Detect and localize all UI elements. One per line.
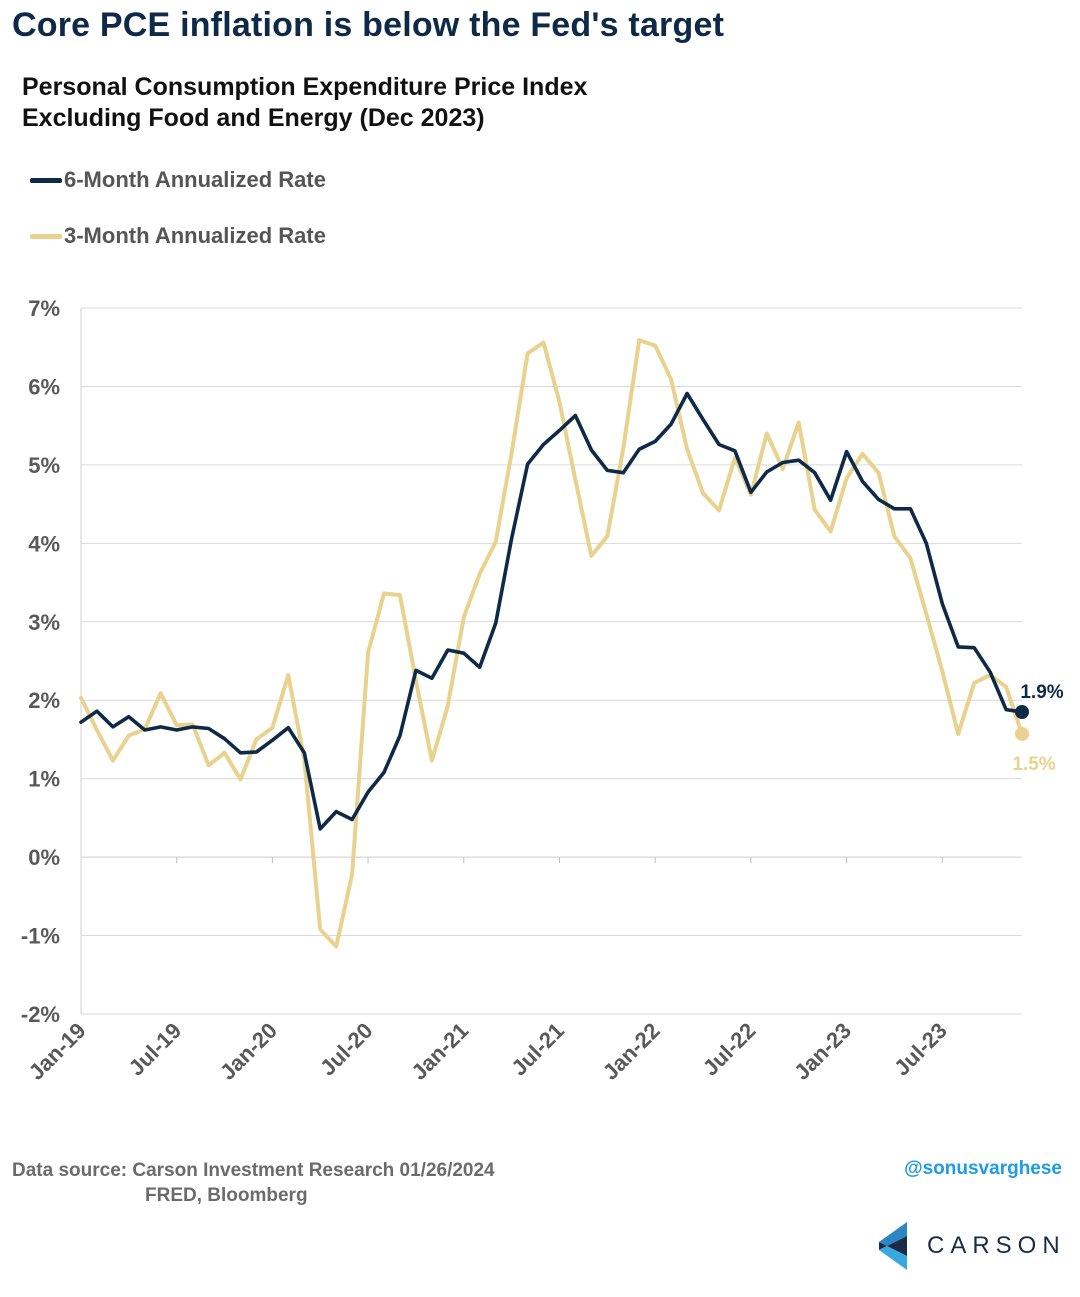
legend-item-three-month: 3-Month Annualized Rate xyxy=(30,219,326,253)
y-tick-label: 1% xyxy=(28,767,60,792)
y-tick-label: 6% xyxy=(28,374,60,399)
y-tick-label: -2% xyxy=(21,1002,60,1027)
y-tick-label: 5% xyxy=(28,453,60,478)
x-tick-label: Jul-22 xyxy=(698,1018,761,1081)
subtitle-line-2: Excluding Food and Energy (Dec 2023) xyxy=(22,104,485,132)
y-tick-label: 4% xyxy=(28,531,60,556)
data-source-line-2: FRED, Bloomberg xyxy=(145,1185,308,1206)
data-source: Data source: Carson Investment Research … xyxy=(12,1158,495,1208)
x-tick-label: Jan-22 xyxy=(598,1018,665,1085)
x-tick-label: Jul-19 xyxy=(124,1018,187,1081)
three-month-end-label: 1.5% xyxy=(1012,754,1055,775)
legend-swatch-six-month xyxy=(30,177,62,183)
legend-swatch-three-month xyxy=(30,233,62,239)
x-tick-label: Jan-20 xyxy=(215,1018,282,1085)
six-month-end-label: 1.9% xyxy=(1020,682,1063,703)
twitter-handle[interactable]: @sonusvarghese xyxy=(904,1158,1062,1179)
x-tick-label: Jul-20 xyxy=(315,1018,378,1081)
line-chart: 7% 6% 5% 4% 3% 2% 1% 0% -1% -2%Jan-19 Jul-19 Jan-20… xyxy=(21,296,1064,1085)
x-tick-label: Jan-23 xyxy=(789,1018,856,1085)
legend-label-three-month: 3-Month Annualized Rate xyxy=(64,223,326,248)
y-tick-label: 3% xyxy=(28,610,60,635)
carson-logo-text: CARSON xyxy=(927,1232,1066,1259)
y-tick-label: 2% xyxy=(28,688,60,713)
data-source-line-1: Data source: Carson Investment Research … xyxy=(12,1160,495,1181)
y-tick-label: 0% xyxy=(28,845,60,870)
chart-subtitle: Personal Consumption Expenditure Price I… xyxy=(22,72,587,134)
six-month-rate-line xyxy=(79,391,1024,831)
legend-label-six-month: 6-Month Annualized Rate xyxy=(64,167,326,192)
x-tick-label: Jan-21 xyxy=(406,1018,473,1085)
six-month-end-marker xyxy=(1015,704,1029,719)
chart-legend: 6-Month Annualized Rate 3-Month Annualiz… xyxy=(30,163,326,275)
y-tick-label: 7% xyxy=(28,296,60,321)
x-tick-label: Jan-19 xyxy=(24,1018,91,1085)
y-tick-label: -1% xyxy=(21,924,60,949)
carson-logo-icon xyxy=(879,1222,907,1270)
x-tick-label: Jul-21 xyxy=(506,1018,569,1081)
subtitle-line-1: Personal Consumption Expenditure Price I… xyxy=(22,73,588,101)
legend-item-six-month: 6-Month Annualized Rate xyxy=(30,163,326,197)
x-tick-label: Jul-23 xyxy=(889,1018,952,1081)
carson-logo: CARSON xyxy=(877,1222,1066,1270)
three-month-rate-line xyxy=(79,338,1024,949)
three-month-end-marker xyxy=(1015,726,1029,741)
chart-headline: Core PCE inflation is below the Fed's ta… xyxy=(12,6,725,44)
